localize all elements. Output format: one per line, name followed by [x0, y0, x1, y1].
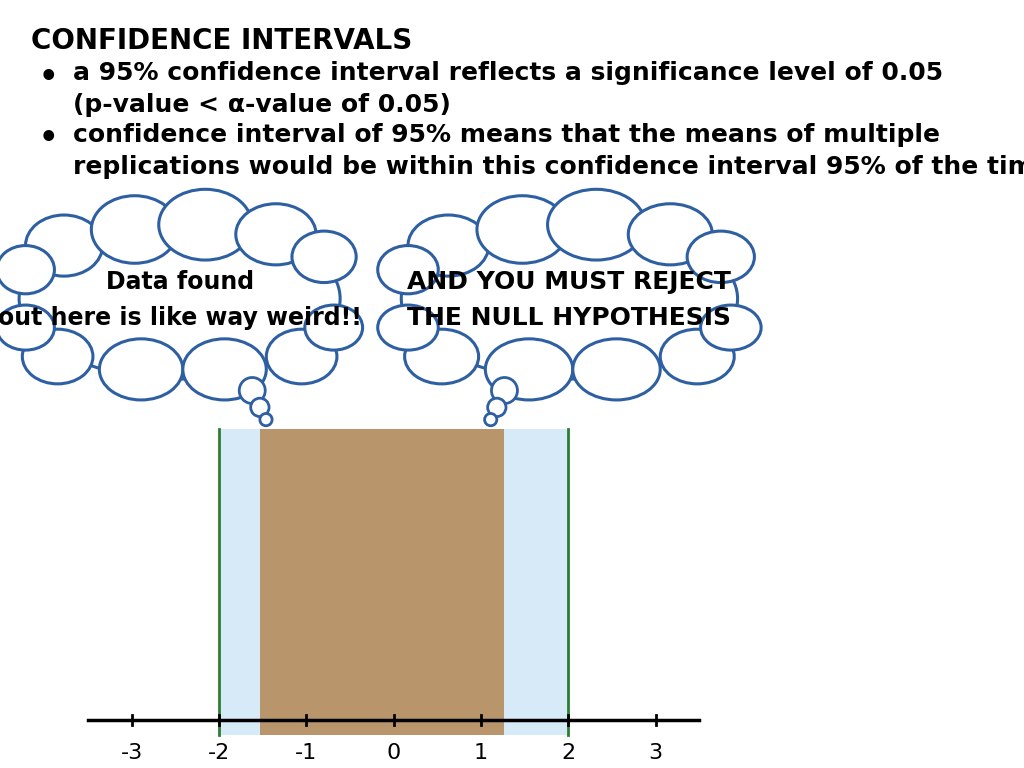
Ellipse shape: [572, 339, 660, 400]
Text: 3: 3: [648, 743, 663, 763]
Text: •: •: [38, 63, 57, 92]
Ellipse shape: [477, 196, 567, 263]
Text: 0: 0: [386, 743, 400, 763]
Ellipse shape: [292, 231, 356, 283]
FancyBboxPatch shape: [219, 429, 568, 735]
Ellipse shape: [19, 218, 340, 379]
Text: replications would be within this confidence interval 95% of the time: replications would be within this confid…: [73, 154, 1024, 179]
Ellipse shape: [408, 215, 488, 276]
Text: CONFIDENCE INTERVALS: CONFIDENCE INTERVALS: [31, 27, 412, 55]
Text: 2: 2: [561, 743, 575, 763]
Circle shape: [484, 413, 497, 425]
Ellipse shape: [159, 189, 252, 260]
Ellipse shape: [0, 246, 54, 294]
Text: out here is like way weird!!: out here is like way weird!!: [0, 306, 361, 329]
Text: •: •: [38, 124, 57, 153]
FancyBboxPatch shape: [260, 429, 505, 735]
Text: -2: -2: [208, 743, 230, 763]
Ellipse shape: [629, 204, 713, 265]
Text: -3: -3: [121, 743, 142, 763]
Ellipse shape: [266, 329, 337, 384]
Text: 1: 1: [474, 743, 488, 763]
Circle shape: [240, 378, 265, 403]
Ellipse shape: [0, 305, 54, 350]
Ellipse shape: [548, 189, 645, 260]
Text: (p-value < α-value of 0.05): (p-value < α-value of 0.05): [73, 94, 451, 118]
Ellipse shape: [401, 218, 737, 379]
Text: a 95% confidence interval reflects a significance level of 0.05: a 95% confidence interval reflects a sig…: [73, 61, 943, 85]
Ellipse shape: [378, 246, 438, 294]
Text: confidence interval of 95% means that the means of multiple: confidence interval of 95% means that th…: [73, 123, 940, 147]
Ellipse shape: [26, 215, 102, 276]
Text: Data found: Data found: [105, 270, 254, 294]
Text: -1: -1: [295, 743, 317, 763]
Ellipse shape: [700, 305, 761, 350]
Ellipse shape: [236, 204, 316, 265]
Ellipse shape: [660, 329, 734, 384]
Ellipse shape: [378, 305, 438, 350]
Circle shape: [260, 413, 272, 425]
Ellipse shape: [404, 329, 478, 384]
Circle shape: [492, 378, 517, 403]
Ellipse shape: [305, 305, 362, 350]
Ellipse shape: [99, 339, 183, 400]
Circle shape: [487, 398, 506, 416]
Ellipse shape: [485, 339, 572, 400]
Ellipse shape: [687, 231, 755, 283]
Text: AND YOU MUST REJECT: AND YOU MUST REJECT: [408, 270, 731, 294]
Text: THE NULL HYPOTHESIS: THE NULL HYPOTHESIS: [408, 306, 731, 329]
Ellipse shape: [91, 196, 178, 263]
Circle shape: [251, 398, 269, 416]
Ellipse shape: [183, 339, 266, 400]
Ellipse shape: [23, 329, 93, 384]
